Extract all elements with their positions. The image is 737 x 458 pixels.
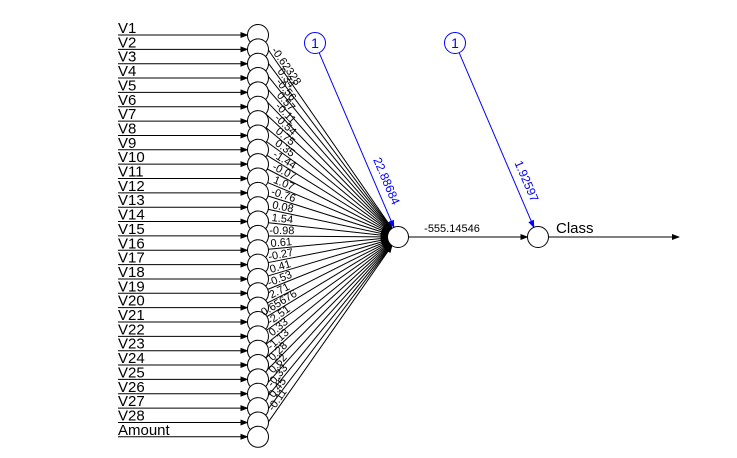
input-label: V25: [118, 364, 145, 381]
input-hidden-connection: [267, 168, 390, 233]
input-label: V5: [118, 77, 136, 94]
input-label: V22: [118, 321, 145, 338]
input-hidden-connection: [264, 99, 392, 231]
input-hidden-connection: [264, 71, 393, 230]
bias-node: [444, 32, 466, 54]
input-nodes: [247, 24, 269, 448]
input-hidden-connection: [267, 240, 390, 290]
output-section: -555.14546 Class: [387, 220, 680, 248]
input-label: V8: [118, 120, 136, 137]
input-hidden-connection: [266, 241, 390, 317]
input-hidden-connection: [266, 242, 391, 331]
input-weight-labels: -0.623280.34-0.560.57-0.11-0.540.750.35-…: [259, 45, 303, 413]
input-node: [247, 425, 269, 448]
input-label: V28: [118, 407, 145, 424]
input-hidden-connection: [263, 43, 393, 230]
input-hidden-connections: [263, 43, 393, 429]
input-hidden-connection: [265, 113, 392, 231]
input-label: V7: [118, 106, 136, 123]
input-label: V26: [118, 379, 145, 396]
input-label: V1: [118, 20, 136, 37]
input-hidden-connection: [263, 57, 393, 230]
hidden-output-weight-label: -555.14546: [424, 223, 480, 235]
output-node: [527, 226, 549, 248]
input-hidden-connection: [265, 127, 391, 231]
input-hidden-connection: [268, 222, 389, 239]
input-label: V15: [118, 221, 145, 238]
input-labels: V1V2V3V4V5V6V7V8V9V10V11V12V13V14V15V16V…: [118, 20, 171, 439]
input-weight-label: 0.08: [271, 199, 294, 215]
input-label: V9: [118, 135, 136, 152]
input-arrows: [118, 32, 249, 440]
bias-weight-label: 1.92597: [512, 158, 542, 204]
input-hidden-connection: [268, 237, 389, 264]
input-label: V21: [118, 307, 145, 324]
input-label: V11: [118, 164, 144, 181]
input-hidden-connection: [264, 244, 392, 387]
input-label: V6: [118, 92, 136, 109]
input-hidden-connection: [268, 208, 389, 237]
bias-connection: [458, 52, 535, 229]
bias-node-label: 1: [311, 35, 319, 51]
input-hidden-connection: [266, 154, 390, 232]
input-label: V24: [118, 350, 145, 367]
input-hidden-connection: [265, 242, 391, 345]
input-label: V20: [118, 293, 145, 310]
input-label: V17: [118, 250, 145, 267]
output-label: Class: [556, 220, 594, 237]
bias-node: [304, 32, 326, 54]
input-hidden-connection: [267, 241, 390, 304]
bias-connection: [318, 52, 395, 229]
input-hidden-connection: [267, 195, 389, 235]
bias-weight-label: 22.88684: [370, 155, 403, 207]
input-label: V12: [118, 178, 145, 195]
input-label: V13: [118, 192, 145, 209]
input-label: V2: [118, 34, 136, 51]
input-label: V27: [118, 393, 145, 410]
input-label: V3: [118, 49, 136, 66]
input-label: V14: [118, 207, 145, 224]
input-hidden-connection: [268, 233, 389, 240]
input-hidden-connection: [268, 235, 389, 250]
input-hidden-connection: [263, 244, 393, 415]
input-hidden-connection: [264, 85, 392, 230]
input-label: V4: [118, 63, 136, 80]
input-hidden-connection: [266, 141, 391, 232]
input-label: V19: [118, 278, 145, 295]
input-weight-label: 1.54: [271, 212, 294, 226]
input-weight-label: 0.41: [268, 258, 292, 276]
input-label: V10: [118, 149, 145, 166]
bias-node-label: 1: [451, 35, 459, 51]
bias-connections: 1 22.88684 1 1.92597: [304, 32, 542, 229]
input-label: V18: [118, 264, 145, 281]
input-hidden-connection: [267, 239, 389, 277]
input-weight-label: -0.27: [267, 247, 294, 264]
input-hidden-connection: [265, 243, 392, 373]
input-hidden-connection: [264, 244, 392, 401]
input-label: V16: [118, 235, 145, 252]
input-label: Amount: [118, 422, 171, 439]
input-weight-label: -0.98: [269, 225, 294, 237]
input-hidden-connection: [265, 243, 391, 359]
input-label: V23: [118, 336, 145, 353]
input-hidden-connection: [267, 182, 390, 234]
hidden-node: [387, 226, 409, 248]
input-hidden-connection: [263, 244, 393, 429]
input-weight-label: 0.61: [270, 236, 292, 250]
